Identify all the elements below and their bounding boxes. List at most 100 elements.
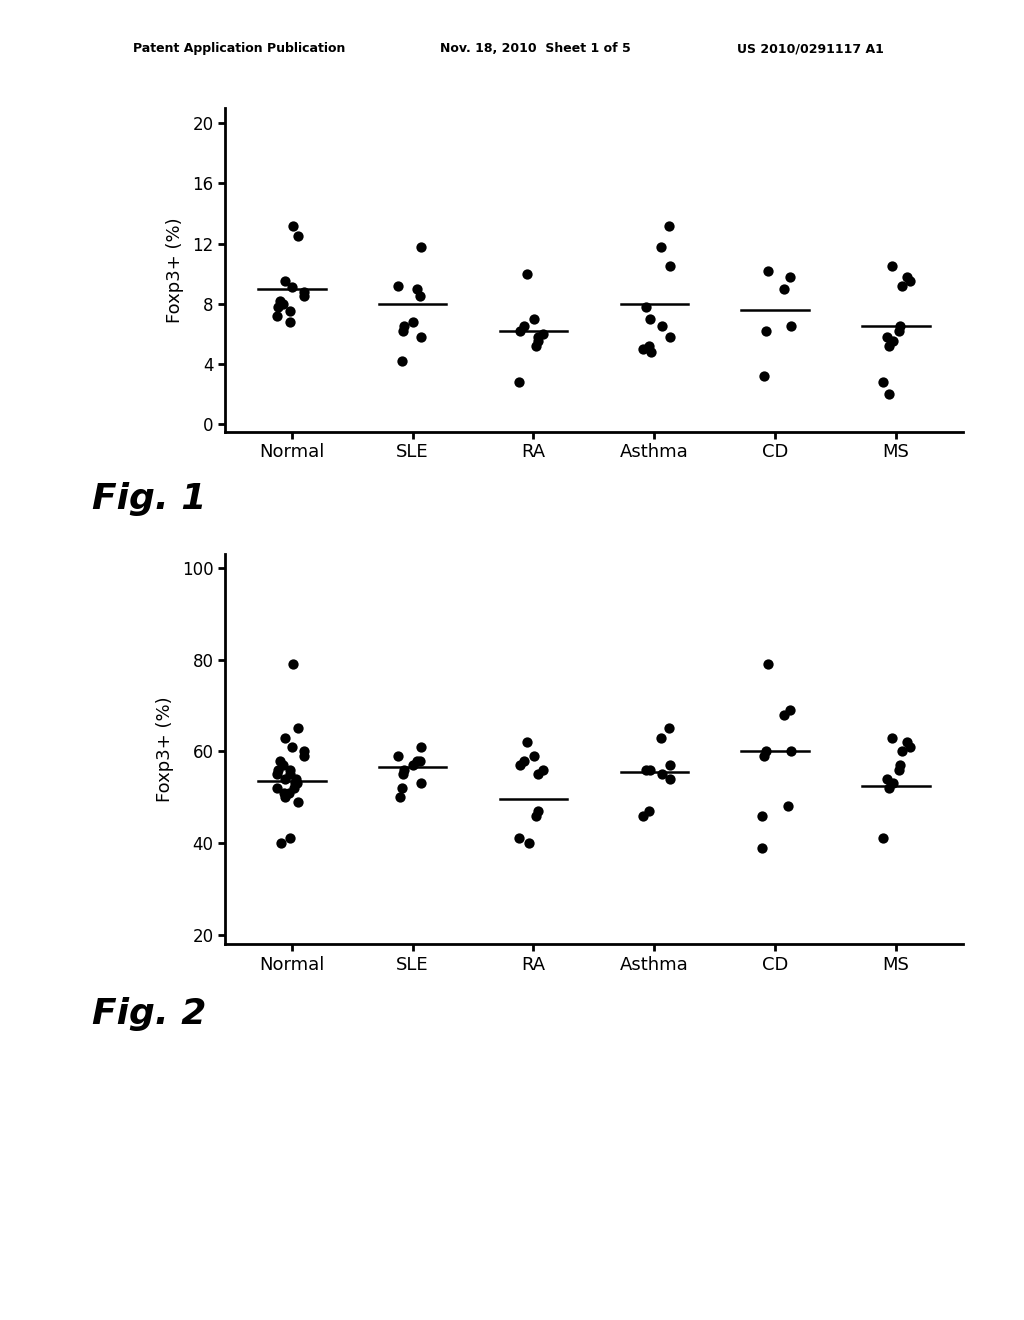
Point [642, 309, 658, 330]
Point [389, 275, 406, 296]
Point [409, 279, 425, 300]
Point [527, 805, 544, 826]
Point [389, 746, 406, 767]
Point [296, 741, 312, 762]
Point [413, 737, 429, 758]
Point [511, 828, 527, 849]
Point [653, 764, 670, 785]
Point [281, 781, 297, 803]
Point [881, 777, 897, 799]
Point [413, 750, 429, 771]
Point [885, 256, 901, 277]
Point [535, 323, 551, 345]
Point [535, 759, 551, 780]
Point [530, 764, 547, 785]
Point [879, 768, 895, 789]
Point [512, 321, 528, 342]
Point [635, 805, 651, 826]
Point [269, 759, 286, 780]
Point [290, 226, 306, 247]
Point [529, 800, 546, 821]
Point [662, 755, 678, 776]
Point [881, 335, 897, 356]
Point [285, 215, 301, 236]
Point [894, 741, 910, 762]
Point [271, 290, 288, 312]
Point [653, 315, 670, 337]
Point [274, 293, 291, 314]
Point [781, 700, 798, 721]
Point [519, 731, 536, 752]
Point [282, 828, 298, 849]
Point [283, 312, 299, 333]
Point [409, 750, 425, 771]
Point [662, 256, 678, 277]
Point [637, 759, 653, 780]
Point [902, 271, 919, 292]
Point [660, 215, 677, 236]
Point [286, 777, 302, 799]
Point [296, 746, 312, 767]
Point [404, 312, 421, 333]
Point [775, 279, 792, 300]
Point [413, 326, 429, 347]
Text: Nov. 18, 2010  Sheet 1 of 5: Nov. 18, 2010 Sheet 1 of 5 [440, 42, 631, 55]
Point [526, 309, 543, 330]
Point [396, 315, 413, 337]
Point [874, 828, 891, 849]
Y-axis label: Foxp3+ (%): Foxp3+ (%) [166, 216, 184, 323]
Point [891, 321, 907, 342]
Point [268, 305, 285, 326]
Point [278, 727, 294, 748]
Point [760, 653, 776, 675]
Point [885, 727, 901, 748]
Point [268, 764, 285, 785]
Point [527, 335, 544, 356]
Text: Patent Application Publication: Patent Application Publication [133, 42, 345, 55]
Point [902, 737, 919, 758]
Point [756, 366, 772, 387]
Point [874, 371, 891, 392]
Point [287, 774, 303, 795]
Point [269, 296, 286, 317]
Point [413, 774, 429, 795]
Point [652, 236, 669, 257]
Point [268, 777, 285, 799]
Y-axis label: Foxp3+ (%): Foxp3+ (%) [156, 696, 173, 803]
Point [526, 746, 543, 767]
Point [391, 787, 408, 808]
Point [296, 281, 312, 302]
Point [282, 759, 298, 780]
Point [891, 759, 907, 780]
Point [276, 787, 293, 808]
Point [272, 833, 289, 854]
Point [892, 315, 908, 337]
Point [885, 331, 901, 352]
Point [296, 285, 312, 306]
Point [394, 777, 411, 799]
Point [640, 335, 656, 356]
Point [404, 755, 421, 776]
Point [530, 326, 547, 347]
Point [758, 321, 774, 342]
Point [289, 774, 305, 795]
Point [290, 718, 306, 739]
Point [754, 805, 770, 826]
Point [782, 315, 799, 337]
Point [512, 755, 528, 776]
Point [775, 704, 792, 725]
Point [640, 800, 656, 821]
Point [521, 833, 538, 854]
Point [288, 768, 304, 789]
Point [395, 321, 412, 342]
Point [756, 746, 772, 767]
Point [662, 326, 678, 347]
Point [782, 741, 799, 762]
Point [283, 764, 299, 785]
Point [271, 750, 288, 771]
Point [529, 331, 546, 352]
Point [276, 781, 293, 803]
Text: US 2010/0291117 A1: US 2010/0291117 A1 [737, 42, 884, 55]
Point [754, 837, 770, 858]
Point [642, 342, 658, 363]
